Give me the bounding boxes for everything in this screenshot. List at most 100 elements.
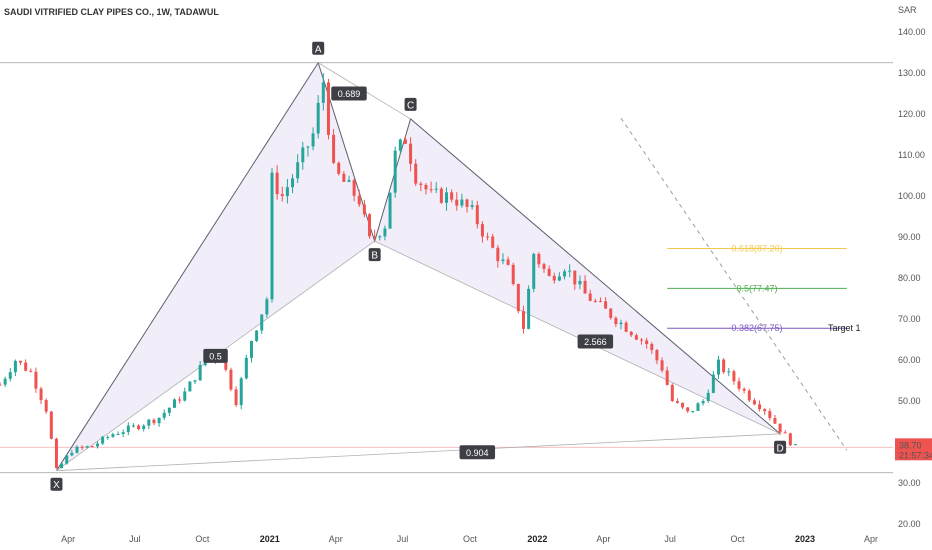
candle-body — [645, 340, 649, 345]
candle-body — [686, 407, 690, 412]
y-tick-label: 70.00 — [898, 314, 921, 324]
y-tick-label: 110.00 — [898, 150, 925, 160]
chart-title: SAUDI VITRIFIED CLAY PIPES CO., 1W, TADA… — [4, 7, 219, 17]
point-label-b: B — [371, 251, 378, 262]
candle-body — [147, 419, 151, 426]
candle-body — [90, 446, 94, 448]
candle-body — [629, 331, 633, 336]
candle-body — [480, 224, 484, 237]
candle-body — [393, 150, 397, 193]
candle-body — [722, 359, 726, 373]
candle-body — [383, 228, 387, 237]
candle-body — [403, 139, 407, 144]
candle-body — [244, 357, 248, 379]
candle-body — [29, 370, 33, 372]
candle-body — [188, 381, 192, 392]
x-axis: Apr Jul Oct 2021 Apr Jul Oct 2022 Apr Jul Oct 2023 A… — [61, 534, 878, 544]
ratio-badge — [577, 334, 614, 349]
candle-body — [424, 184, 428, 190]
fibonacci-levels: 0.618(87.20) 0.5(77.47) 0.382(67.75) Target… — [667, 243, 861, 333]
candle-body — [409, 143, 413, 164]
candle-body — [660, 360, 664, 371]
candle-body — [280, 194, 284, 197]
ratio-badge — [331, 86, 367, 101]
bcd-triangle — [374, 118, 781, 434]
candle-body — [255, 330, 259, 341]
candle-body — [167, 407, 171, 413]
candle-body — [614, 317, 618, 325]
x-tick-label: Jul — [397, 534, 409, 544]
candle-body — [578, 280, 582, 285]
candle-body — [388, 192, 392, 229]
candle-body — [711, 374, 715, 393]
candle-body — [249, 340, 253, 358]
candle-body — [752, 400, 756, 405]
candle-body — [583, 280, 587, 294]
y-tick-label: 60.00 — [898, 355, 921, 365]
y-axis: 140.00 130.00 120.00 110.00 100.00 90.00 80.00… — [898, 27, 926, 529]
candle-body — [742, 388, 746, 391]
fib-level-label: 0.5(77.47) — [736, 283, 777, 293]
point-badge — [774, 440, 787, 454]
candle-body — [368, 214, 372, 237]
candle-body — [414, 163, 418, 184]
candle-body — [326, 82, 330, 135]
candle-body — [547, 268, 551, 276]
candle-body — [347, 180, 351, 182]
ratio-label: 2.566 — [584, 337, 607, 347]
candle-body — [768, 411, 772, 419]
candle-body — [152, 419, 156, 424]
candle-body — [311, 133, 315, 147]
candle-body — [275, 172, 279, 195]
xab-triangle — [56, 62, 375, 471]
candle-body — [747, 390, 751, 401]
candle-body — [131, 425, 135, 427]
fib-level-label: 0.618(87.20) — [731, 243, 782, 253]
candle-body — [260, 314, 264, 331]
candle-body — [116, 433, 120, 435]
candle-body — [624, 322, 628, 332]
candle-body — [650, 344, 654, 351]
candle-body — [378, 236, 382, 238]
candle-body — [604, 301, 608, 309]
y-tick-label: 20.00 — [898, 519, 921, 529]
x-tick-label: Apr — [329, 534, 343, 544]
bd-line — [374, 240, 781, 435]
candle-body — [0, 384, 2, 386]
dashed-trend-line — [620, 117, 848, 451]
candle-body — [465, 199, 469, 207]
candle-body — [13, 360, 17, 373]
candle-body — [362, 204, 366, 215]
candle-body — [691, 410, 695, 412]
point-badge — [368, 248, 381, 262]
candle-body — [229, 369, 233, 390]
point-label-a: A — [315, 44, 322, 55]
candle-body — [142, 425, 146, 430]
point-label-x: X — [53, 480, 60, 491]
candle-body — [732, 371, 736, 382]
candle-body — [54, 438, 58, 469]
y-tick-label: 30.00 — [898, 478, 921, 488]
x-tick-label: Oct — [195, 534, 210, 544]
ratio-badge — [459, 445, 496, 460]
candle-body — [34, 371, 38, 389]
candle-body — [788, 433, 792, 446]
x-tick-label: 2022 — [527, 534, 547, 544]
candle-body — [598, 301, 602, 303]
candle-body — [763, 409, 767, 412]
candle-body — [19, 360, 23, 363]
x-tick-label: Apr — [864, 534, 878, 544]
candle-body — [224, 359, 228, 370]
candle-body — [270, 172, 274, 300]
y-tick-label: 90.00 — [898, 232, 921, 242]
candle-body — [75, 446, 79, 453]
candle-body — [532, 253, 536, 289]
point-label-d: D — [776, 443, 783, 454]
candle-body — [85, 446, 89, 448]
candle-body — [239, 378, 243, 406]
candle-body — [65, 455, 69, 464]
candle-body — [450, 192, 454, 200]
ratio-label: 0.904 — [466, 448, 489, 458]
